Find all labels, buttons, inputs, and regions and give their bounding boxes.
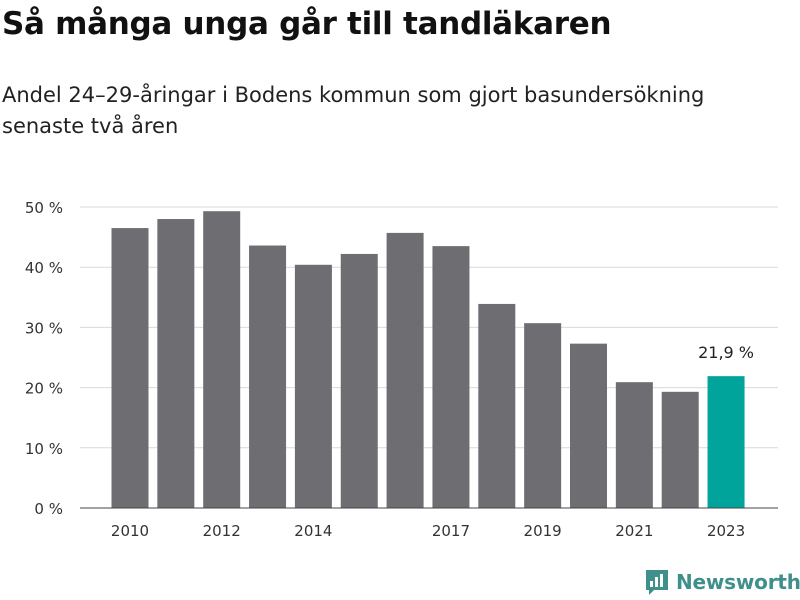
- bar-2017: [432, 246, 470, 508]
- annotations: 21,9 %: [698, 343, 754, 362]
- bar-2018: [478, 303, 516, 508]
- y-tick-label: 50 %: [25, 199, 63, 217]
- bar-2013: [249, 245, 287, 508]
- x-axis-labels: 2010 2012 2014 2017 2019 2021 2023: [111, 522, 745, 540]
- bar-2011: [157, 219, 195, 509]
- bar-2023: [707, 376, 745, 508]
- bar-2022: [661, 391, 699, 508]
- x-tick-label: 2017: [432, 522, 470, 540]
- chart-title: Så många unga går till tandläkaren: [2, 6, 612, 42]
- bar-2015: [340, 253, 378, 508]
- y-tick-label: 20 %: [25, 380, 63, 398]
- y-tick-label: 0 %: [34, 500, 63, 518]
- x-tick-label: 2014: [294, 522, 332, 540]
- bar-2021: [615, 382, 653, 508]
- newsworthy-logo-icon: [646, 570, 668, 595]
- y-tick-label: 40 %: [25, 259, 63, 277]
- brand-name: Newsworthy: [676, 570, 800, 594]
- bar-2010: [111, 228, 149, 508]
- x-tick-label: 2023: [707, 522, 745, 540]
- bar-2012: [203, 211, 241, 509]
- y-tick-label: 30 %: [25, 319, 63, 337]
- chart-subtitle: Andel 24–29-åringar i Bodens kommun som …: [2, 83, 705, 138]
- bar-2020: [570, 343, 607, 508]
- x-tick-label: 2012: [203, 522, 241, 540]
- newsworthy-logo: Newsworthy: [644, 568, 800, 596]
- bar-2014: [294, 264, 332, 508]
- x-tick-label: 2010: [111, 522, 149, 540]
- y-tick-label: 10 %: [25, 440, 63, 458]
- y-axis-labels: 0 % 10 % 20 % 30 % 40 % 50 %: [25, 199, 63, 518]
- x-tick-label: 2021: [615, 522, 653, 540]
- data-label-2023: 21,9 %: [698, 343, 754, 362]
- bar-2019: [524, 323, 562, 508]
- bar-chart: 0 % 10 % 20 % 30 % 40 % 50 % 2010 2012 2014 2017…: [25, 199, 778, 540]
- bar-2016: [386, 232, 424, 509]
- grid-lines: [80, 206, 778, 449]
- x-tick-label: 2019: [524, 522, 562, 540]
- bars: [111, 211, 745, 509]
